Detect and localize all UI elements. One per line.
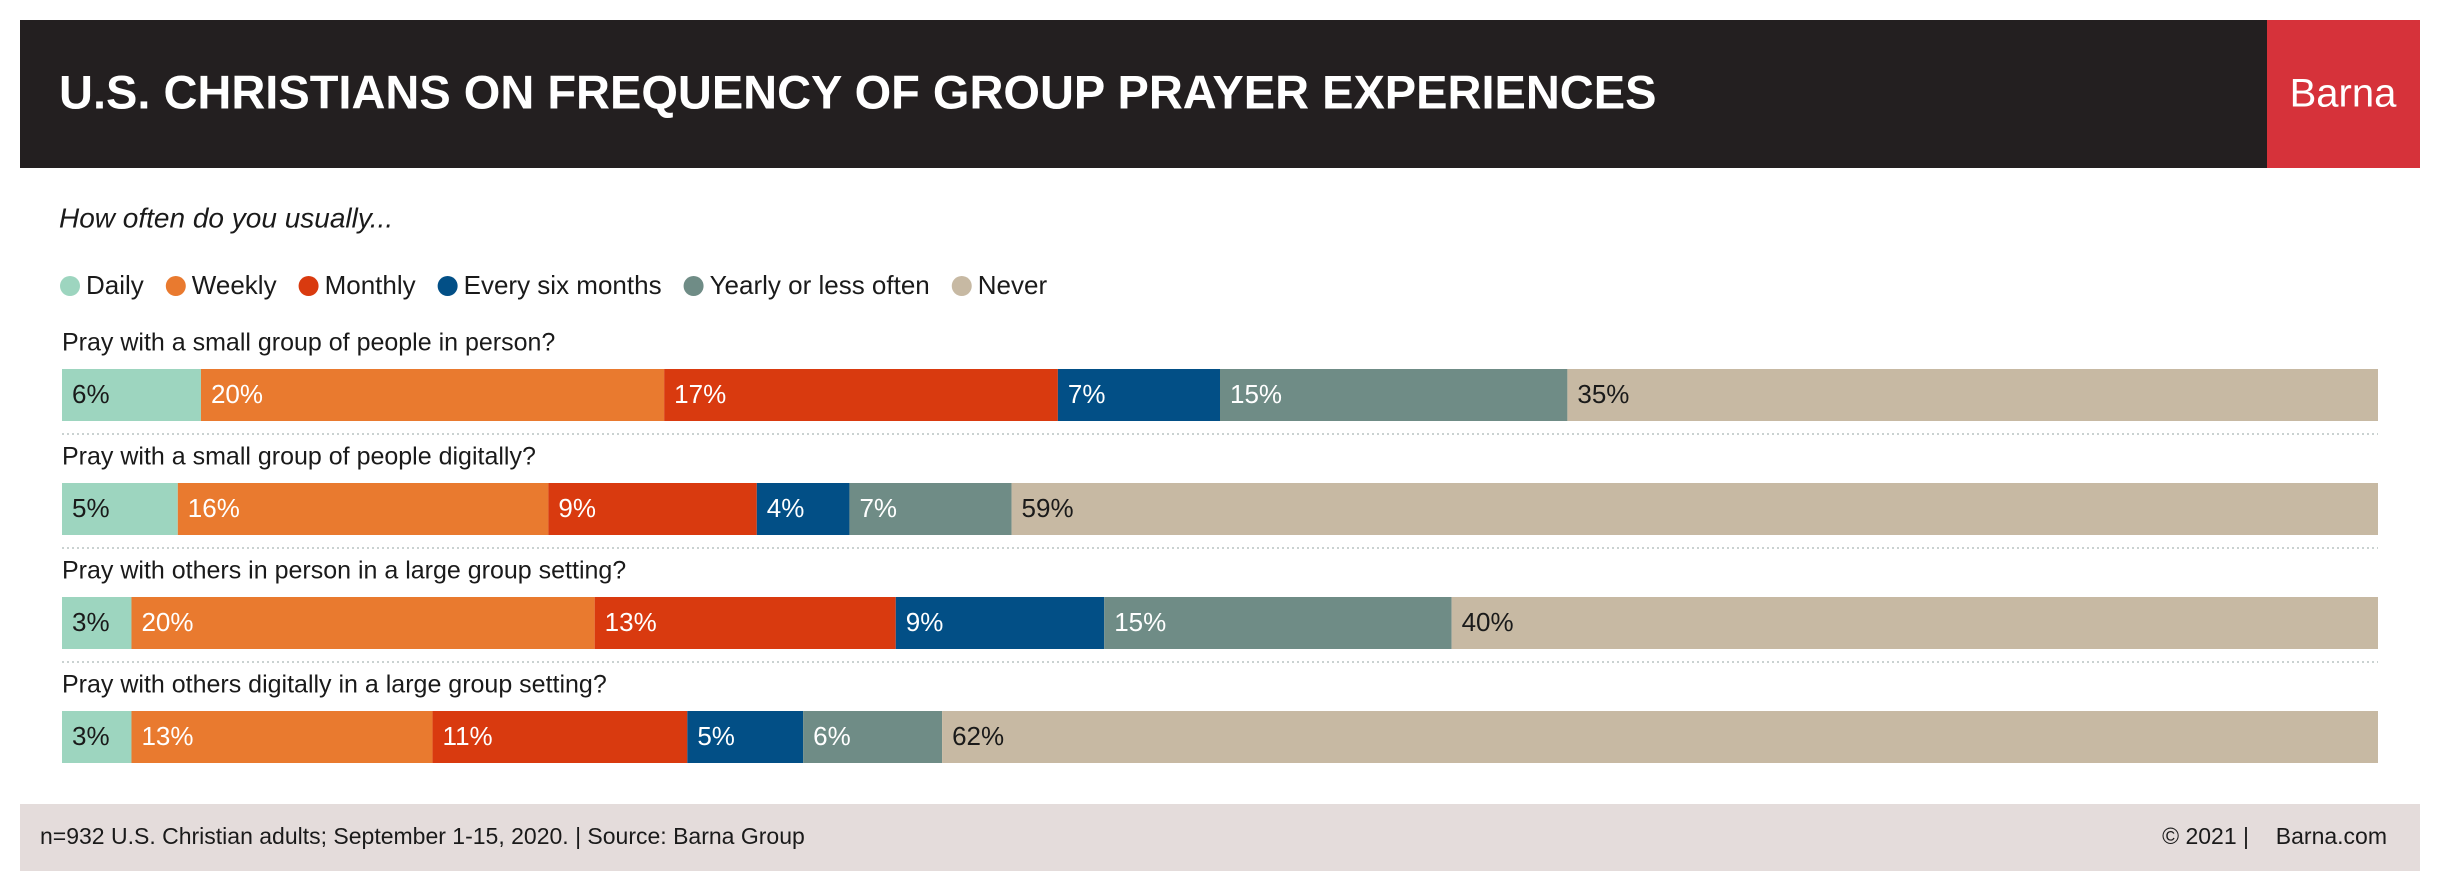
value-label: 3% [72, 607, 110, 637]
legend-label: Daily [86, 270, 144, 300]
value-label: 40% [1462, 607, 1514, 637]
bar-segment [200, 369, 665, 421]
value-label: 4% [767, 493, 805, 523]
value-label: 15% [1114, 607, 1166, 637]
bar-segment [803, 711, 943, 763]
legend-marker [60, 276, 80, 296]
value-label: 59% [1022, 493, 1074, 523]
value-label: 6% [72, 379, 110, 409]
bar-segment [62, 369, 201, 421]
bar-segment [548, 483, 757, 535]
row-label: Pray with others digitally in a large gr… [62, 671, 607, 699]
bar-segment [664, 369, 1058, 421]
value-label: 11% [443, 721, 493, 751]
bar-segment [62, 483, 178, 535]
value-label: 5% [697, 721, 735, 751]
brand: Barna [2290, 72, 2397, 116]
bar-segment [756, 483, 850, 535]
footer-copyright: © 2021 | [2162, 823, 2249, 849]
bar-segment [895, 597, 1105, 649]
bar-segment [1057, 369, 1220, 421]
value-label: 13% [605, 607, 657, 637]
value-label: 5% [72, 493, 110, 523]
bar-segment [849, 483, 1012, 535]
bar-segment [131, 597, 595, 649]
bar-segment [1011, 483, 2378, 535]
bar-segment [62, 711, 132, 763]
legend-marker [951, 276, 972, 296]
value-label: 13% [141, 721, 193, 751]
row-label: Pray with a small group of people in per… [62, 329, 555, 357]
header-bar [20, 20, 2267, 168]
subtitle: How often do you usually... [59, 202, 393, 233]
bar-segment [594, 597, 896, 649]
value-label: 35% [1577, 379, 1629, 409]
value-label: 6% [813, 721, 851, 751]
footer-bar [20, 804, 2420, 871]
value-label: 20% [141, 607, 193, 637]
footer-site: Barna.com [2276, 823, 2387, 849]
legend-marker [437, 276, 458, 296]
value-label: 16% [188, 493, 240, 523]
value-label: 3% [72, 721, 110, 751]
legend-marker [683, 276, 704, 296]
bar-segment [432, 711, 688, 763]
footer-source: n=932 U.S. Christian adults; September 1… [40, 823, 805, 849]
legend-label: Weekly [192, 270, 277, 300]
legend-label: Every six months [464, 270, 662, 300]
bar-segment [687, 711, 804, 763]
legend-label: Yearly or less often [710, 270, 930, 300]
bar-segment [1451, 597, 2378, 649]
bar-segment [942, 711, 2378, 763]
row-label: Pray with others in person in a large gr… [62, 557, 626, 585]
legend-label: Never [978, 270, 1048, 300]
value-label: 7% [859, 493, 897, 523]
chart-title: U.S. CHRISTIANS ON FREQUENCY OF GROUP PR… [59, 65, 1656, 118]
bar-segment [1567, 369, 2378, 421]
brand-box [2267, 20, 2420, 168]
bar-segment [1104, 597, 1452, 649]
value-label: 20% [211, 379, 263, 409]
bar-segment [1220, 369, 1568, 421]
bar-segment [131, 711, 433, 763]
value-label: 17% [674, 379, 726, 409]
value-label: 15% [1230, 379, 1282, 409]
row-label: Pray with a small group of people digita… [62, 443, 536, 471]
legend-marker [298, 276, 319, 296]
value-label: 62% [952, 721, 1004, 751]
value-label: 7% [1068, 379, 1106, 409]
legend-label: Monthly [325, 270, 416, 300]
bar-segment [177, 483, 549, 535]
legend-marker [165, 276, 186, 296]
bar-segment [62, 597, 132, 649]
value-label: 9% [906, 607, 944, 637]
value-label: 9% [558, 493, 596, 523]
